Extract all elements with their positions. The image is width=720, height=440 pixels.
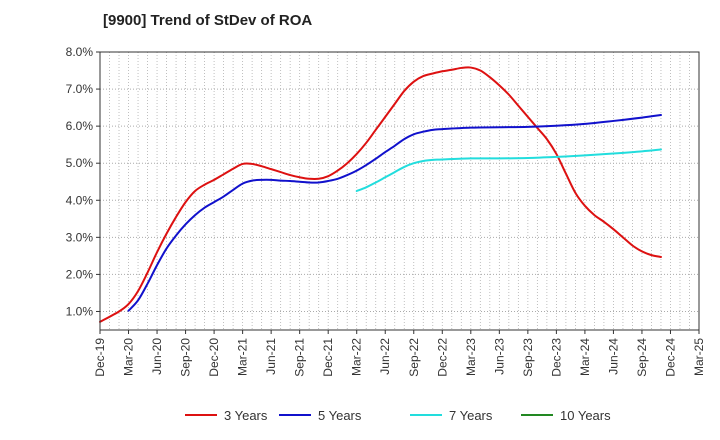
legend-label-5-years: 5 Years — [318, 408, 362, 423]
x-tick-label: Dec-20 — [207, 338, 221, 377]
y-tick-label: 4.0% — [66, 193, 94, 207]
x-tick-label: Dec-24 — [663, 338, 677, 377]
chart-title: [9900] Trend of StDev of ROA — [103, 12, 313, 29]
plot-background — [100, 52, 699, 330]
legend-label-10-years: 10 Years — [560, 408, 611, 423]
y-tick-label: 5.0% — [66, 156, 94, 170]
x-tick-label: Sep-20 — [179, 338, 193, 377]
x-tick-label: Sep-21 — [293, 338, 307, 377]
x-tick-label: Jun-20 — [150, 338, 164, 375]
series-line-5-years — [127, 114, 662, 312]
x-axis-ticks: Dec-19 Mar-20 Jun-20 Sep-20 Dec-20 Mar-21 Jun-… — [93, 330, 706, 377]
x-tick-label: Mar-20 — [122, 338, 136, 376]
plot-border — [99, 51, 700, 331]
y-tick-label: 1.0% — [66, 304, 94, 318]
x-tick-label: Dec-22 — [435, 338, 449, 377]
x-tick-label: Jun-23 — [492, 338, 506, 375]
y-tick-label: 6.0% — [66, 119, 94, 133]
x-tick-label: Mar-23 — [464, 338, 478, 376]
x-tick-label: Sep-23 — [521, 338, 535, 377]
y-tick-label: 3.0% — [66, 230, 94, 244]
x-tick-label: Dec-21 — [321, 338, 335, 377]
legend: 3 Years 5 Years 7 Years 10 Years — [185, 408, 611, 423]
x-tick-label: Jun-21 — [264, 338, 278, 375]
series-line-3-years — [99, 66, 662, 323]
x-tick-label: Mar-21 — [236, 338, 250, 376]
series-layer — [99, 66, 662, 323]
legend-label-7-years: 7 Years — [449, 408, 493, 423]
x-tick-label: Jun-24 — [606, 338, 620, 375]
grid-lines — [100, 51, 699, 330]
x-tick-label: Dec-19 — [93, 338, 107, 377]
y-tick-label: 2.0% — [66, 267, 94, 281]
y-tick-label: 7.0% — [66, 82, 94, 96]
x-tick-label: Sep-22 — [407, 338, 421, 377]
y-tick-label: 8.0% — [66, 45, 94, 59]
x-tick-label: Jun-22 — [378, 338, 392, 375]
y-axis-ticks: 1.0% 2.0% 3.0% 4.0% 5.0% 6.0% 7.0% 8.0% — [66, 45, 100, 318]
legend-label-3-years: 3 Years — [224, 408, 268, 423]
x-tick-label: Mar-25 — [692, 338, 706, 376]
series-line-7-years — [355, 148, 662, 192]
x-tick-label: Mar-24 — [578, 338, 592, 376]
x-tick-label: Sep-24 — [635, 338, 649, 377]
x-tick-label: Dec-23 — [549, 338, 563, 377]
x-tick-label: Mar-22 — [350, 338, 364, 376]
